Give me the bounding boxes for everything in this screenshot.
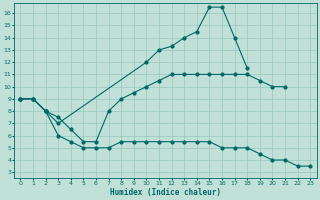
X-axis label: Humidex (Indice chaleur): Humidex (Indice chaleur): [110, 188, 221, 197]
